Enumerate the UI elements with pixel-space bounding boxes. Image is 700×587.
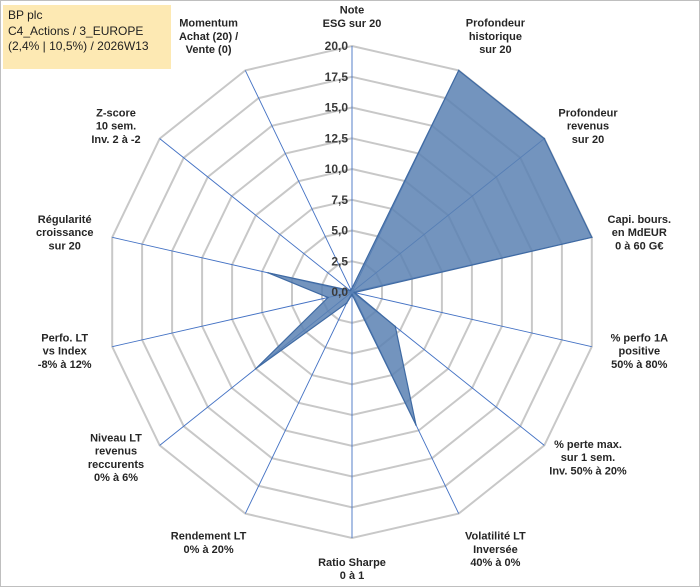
axis-label-3: Capi. bours. en MdEUR 0 à 60 G€ (608, 214, 672, 252)
axis-label-line: Achat (20) / (179, 31, 238, 43)
axis-label-line: % perte max. (554, 439, 622, 451)
spoke-12 (159, 138, 353, 293)
axis-label-line: 0 à 1 (340, 570, 364, 582)
tick-label: 20,0 (325, 39, 349, 53)
axis-label-5: % perte max. sur 1 sem. Inv. 50% à 20% (549, 439, 627, 477)
axis-label-line: vs Index (43, 346, 88, 358)
spoke-4 (351, 291, 592, 348)
data-point-0 (351, 287, 353, 290)
category-label: C4_Actions / 3_EUROPE (8, 23, 144, 38)
tick-label: 10,0 (325, 162, 349, 176)
axis-label-line: Z-score (96, 107, 136, 119)
axis-label-line: revenus (567, 121, 609, 133)
axis-label-line: Perfo. LT (41, 332, 88, 344)
axis-label-line: Ratio Sharpe (318, 557, 386, 569)
axis-label-line: Rendement LT (171, 531, 247, 543)
spoke-8 (244, 291, 353, 514)
data-point-3 (591, 236, 593, 239)
axis-label-line: 50% à 80% (611, 359, 667, 371)
data-point-10 (327, 296, 329, 299)
tick-label: 15,0 (325, 101, 349, 115)
axis-label-4: % perfo 1A positive 50% à 80% (611, 332, 669, 370)
data-point-4 (353, 291, 356, 294)
tick-label: 0,0 (331, 285, 348, 299)
spoke-10 (112, 291, 353, 348)
axis-label-line: Régularité (38, 214, 92, 226)
axis-label-line: 0 à 60 G€ (615, 240, 663, 252)
axis-label-9: Niveau LT revenus reccurents 0% à 6% (88, 432, 144, 484)
axis-label-line: revenus (95, 446, 137, 458)
axis-label-line: 10 sem. (96, 121, 136, 133)
axis-label-line: % perfo 1A (611, 332, 669, 344)
axis-label-8: Rendement LT 0% à 20% (171, 531, 247, 556)
data-point-8 (345, 302, 348, 304)
axis-label-line: en MdEUR (612, 227, 667, 239)
tick-label: 5,0 (331, 224, 348, 238)
axis-label-line: sur 20 (572, 134, 604, 146)
data-point-2 (543, 137, 546, 140)
company-name: BP plc (8, 8, 43, 22)
axis-label-line: Inv. 2 à -2 (91, 134, 140, 146)
axis-label-line: Niveau LT (90, 432, 142, 444)
axis-label-7: Ratio Sharpe 0 à 1 (318, 557, 386, 582)
axis-label-line: sur 20 (479, 44, 511, 56)
axis-label-line: Inv. 50% à 20% (549, 465, 627, 477)
tick-label: 17,5 (325, 70, 349, 84)
axis-label-line: 40% à 0% (470, 557, 520, 569)
axis-label-line: reccurents (88, 459, 144, 471)
axis-label-line: Momentum (179, 18, 238, 30)
axis-label-line: Note (340, 5, 364, 17)
axis-label-line: croissance (36, 227, 93, 239)
axis-label-line: 0% à 6% (94, 472, 138, 484)
axis-label-line: Inversée (473, 544, 518, 556)
chart-title-box: BP plc C4_Actions / 3_EUROPE (2,4% | 10,… (3, 5, 171, 69)
axis-label-line: Vente (0) (186, 44, 232, 56)
axis-label-line: Profondeur (466, 18, 526, 30)
data-point-1 (457, 69, 460, 72)
tick-label: 7,5 (331, 193, 348, 207)
stats-label: (2,4% | 10,5%) / 2026W13 (8, 39, 149, 53)
axis-label-line: Capi. bours. (608, 214, 672, 226)
axis-label-line: 0% à 20% (184, 544, 234, 556)
data-point-13 (350, 289, 352, 291)
axis-label-11: Régularité croissance sur 20 (36, 214, 93, 252)
axis-label-12: Z-score 10 sem. Inv. 2 à -2 (91, 107, 140, 145)
data-point-11 (267, 272, 269, 274)
tick-label: 2,5 (331, 254, 348, 268)
axis-label-line: Profondeur (558, 107, 618, 119)
axis-label-13: Momentum Achat (20) / Vente (0) (179, 18, 238, 56)
data-point-7 (351, 293, 353, 296)
axis-label-1: Profondeur historique sur 20 (466, 18, 526, 56)
axis-label-0: Note ESG sur 20 (323, 5, 382, 30)
data-point-5 (394, 325, 397, 328)
axis-label-6: Volatilité LT Inversée 40% à 0% (465, 531, 526, 569)
axis-label-line: historique (469, 31, 522, 43)
axis-label-10: Perfo. LT vs Index -8% à 12% (38, 332, 92, 370)
axis-label-line: sur 20 (48, 240, 80, 252)
axis-label-line: -8% à 12% (38, 359, 92, 371)
data-point-6 (415, 424, 417, 426)
axis-label-line: Volatilité LT (465, 531, 526, 543)
spoke-13 (244, 70, 353, 293)
data-point-9 (255, 367, 257, 370)
axis-label-2: Profondeur revenus sur 20 (558, 107, 618, 145)
axis-label-line: positive (619, 346, 661, 358)
axis-label-line: ESG sur 20 (323, 18, 382, 30)
axis-label-line: sur 1 sem. (561, 452, 615, 464)
tick-label: 12,5 (325, 131, 349, 145)
